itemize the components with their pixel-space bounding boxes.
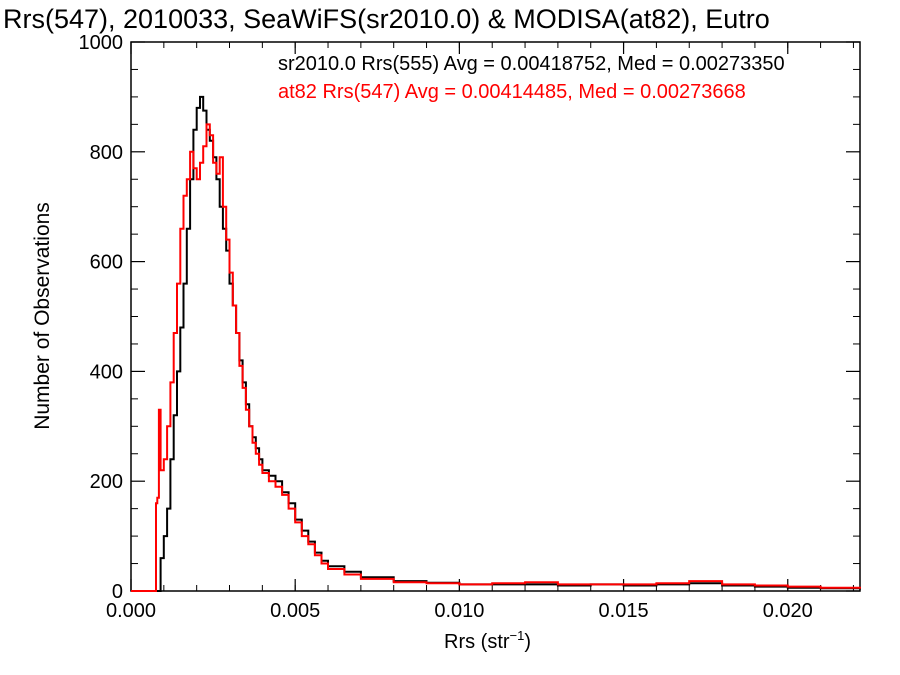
x-axis: 0.000 0.005 0.010 0.015 0.020 xyxy=(106,42,854,622)
x-tick-label: 0.000 xyxy=(106,600,156,622)
y-axis-label: Number of Observations xyxy=(31,202,54,430)
y-axis: 0 200 400 600 800 1000 xyxy=(79,32,860,603)
x-tick-label: 0.015 xyxy=(599,600,649,622)
y-tick-label: 200 xyxy=(90,471,123,493)
plot-border xyxy=(130,41,861,592)
x-tick-label: 0.020 xyxy=(763,600,813,622)
series-line-at82 xyxy=(131,123,861,592)
x-tick-label: 0.010 xyxy=(434,600,484,622)
y-tick-label: 800 xyxy=(90,142,123,164)
legend-entry-black: sr2010.0 Rrs(555) Avg = 0.00418752, Med … xyxy=(278,53,785,75)
y-tick-label: 1000 xyxy=(79,32,124,54)
legend-entry-red: at82 Rrs(547) Avg = 0.00414485, Med = 0.… xyxy=(278,81,746,103)
y-tick-label: 400 xyxy=(90,361,123,383)
y-tick-label: 0 xyxy=(112,581,123,603)
plot-frame xyxy=(130,41,861,592)
chart-title: Rrs(547), 2010033, SeaWiFS(sr2010.0) & M… xyxy=(3,4,770,34)
series-layer xyxy=(131,95,861,592)
y-tick-label: 600 xyxy=(90,252,123,274)
x-tick-label: 0.005 xyxy=(270,600,320,622)
x-axis-label: Rrs (str−1) xyxy=(444,628,531,653)
